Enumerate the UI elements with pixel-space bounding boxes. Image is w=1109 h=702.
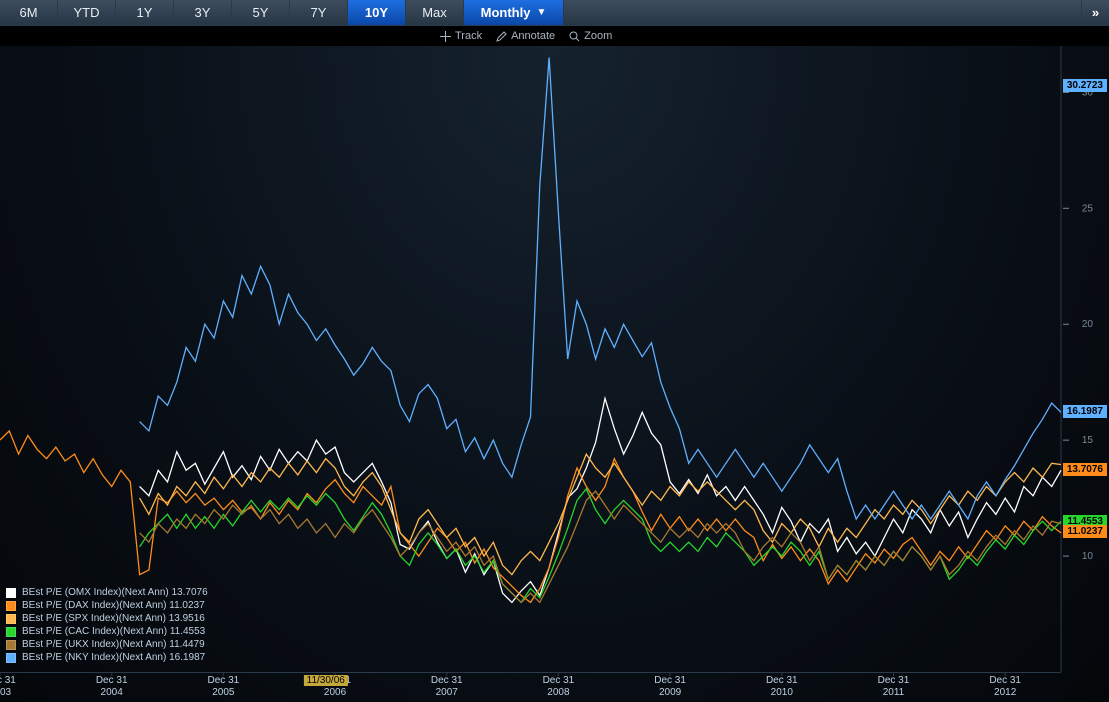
track-tool[interactable]: Track bbox=[440, 30, 482, 42]
range-7y[interactable]: 7Y bbox=[290, 0, 348, 25]
svg-text:25: 25 bbox=[1082, 203, 1094, 214]
legend-row-spx[interactable]: BEst P/E (SPX Index)(Next Ann) 13.9516 bbox=[6, 612, 208, 625]
annotate-tool[interactable]: Annotate bbox=[496, 30, 555, 42]
legend-label: BEst P/E (SPX Index)(Next Ann) 13.9516 bbox=[22, 612, 205, 625]
range-3y[interactable]: 3Y bbox=[174, 0, 232, 25]
legend-row-ukx[interactable]: BEst P/E (UKX Index)(Next Ann) 11.4479 bbox=[6, 638, 208, 651]
legend-row-cac[interactable]: BEst P/E (CAC Index)(Next Ann) 11.4553 bbox=[6, 625, 208, 638]
chart-area[interactable]: 1015202530 BEst P/E (OMX Index)(Next Ann… bbox=[0, 46, 1109, 702]
legend-row-omx[interactable]: BEst P/E (OMX Index)(Next Ann) 13.7076 bbox=[6, 586, 208, 599]
svg-text:10: 10 bbox=[1082, 551, 1094, 562]
legend-label: BEst P/E (DAX Index)(Next Ann) 11.0237 bbox=[22, 599, 205, 612]
legend-label: BEst P/E (NKY Index)(Next Ann) 16.1987 bbox=[22, 651, 205, 664]
legend-row-dax[interactable]: BEst P/E (DAX Index)(Next Ann) 11.0237 bbox=[6, 599, 208, 612]
range-5y[interactable]: 5Y bbox=[232, 0, 290, 25]
zoom-label: Zoom bbox=[584, 30, 612, 42]
legend-swatch bbox=[6, 588, 16, 598]
frequency-label: Monthly bbox=[481, 5, 531, 20]
x-axis-label: Dec 312009 bbox=[654, 675, 686, 699]
legend-swatch bbox=[6, 627, 16, 637]
series-dax bbox=[0, 431, 1061, 603]
track-label: Track bbox=[455, 30, 482, 42]
chevron-down-icon: ▼ bbox=[536, 7, 546, 18]
chart-tool-row: Track Annotate Zoom bbox=[440, 26, 612, 46]
series-omx bbox=[140, 398, 1061, 602]
pencil-icon bbox=[496, 31, 507, 42]
series-cac bbox=[140, 489, 1061, 603]
range-selector-bar: 6MYTD1Y3Y5Y7Y10YMax Monthly ▼ » bbox=[0, 0, 1109, 26]
value-tag: 11.0237 bbox=[1063, 525, 1107, 538]
value-tag: 16.1987 bbox=[1063, 405, 1107, 418]
legend-label: BEst P/E (CAC Index)(Next Ann) 11.4553 bbox=[22, 625, 205, 638]
range-1y[interactable]: 1Y bbox=[116, 0, 174, 25]
legend-swatch bbox=[6, 640, 16, 650]
range-ytd[interactable]: YTD bbox=[58, 0, 116, 25]
series-nky bbox=[140, 58, 1061, 519]
x-axis-label: Dec 312010 bbox=[766, 675, 798, 699]
crosshair-icon bbox=[440, 31, 451, 42]
x-axis-label: Dec 312008 bbox=[543, 675, 575, 699]
x-axis-highlight: 11/30/06 bbox=[304, 675, 348, 687]
annotate-label: Annotate bbox=[511, 30, 555, 42]
value-tag: 30.2723 bbox=[1063, 79, 1107, 92]
legend-swatch bbox=[6, 614, 16, 624]
range-10y[interactable]: 10Y bbox=[348, 0, 406, 25]
legend-swatch bbox=[6, 653, 16, 663]
expand-button[interactable]: » bbox=[1081, 0, 1109, 25]
x-axis: Dec 312003Dec 312004Dec 312005Dec 312006… bbox=[0, 672, 1061, 702]
legend-label: BEst P/E (UKX Index)(Next Ann) 11.4479 bbox=[22, 638, 205, 651]
legend-swatch bbox=[6, 601, 16, 611]
zoom-icon bbox=[569, 31, 580, 42]
zoom-tool[interactable]: Zoom bbox=[569, 30, 612, 42]
x-axis-label: Dec 312011 bbox=[878, 675, 910, 699]
legend: BEst P/E (OMX Index)(Next Ann) 13.7076BE… bbox=[6, 586, 208, 664]
x-axis-label: Dec 312007 bbox=[431, 675, 463, 699]
svg-text:15: 15 bbox=[1082, 435, 1094, 446]
range-max[interactable]: Max bbox=[406, 0, 464, 25]
svg-text:20: 20 bbox=[1082, 319, 1094, 330]
series-spx bbox=[140, 454, 1061, 574]
legend-label: BEst P/E (OMX Index)(Next Ann) 13.7076 bbox=[22, 586, 208, 599]
legend-row-nky[interactable]: BEst P/E (NKY Index)(Next Ann) 16.1987 bbox=[6, 651, 208, 664]
value-tag: 13.7076 bbox=[1063, 463, 1107, 476]
x-axis-label: Dec 312012 bbox=[989, 675, 1021, 699]
x-axis-label: Dec 312004 bbox=[96, 675, 128, 699]
range-6m[interactable]: 6M bbox=[0, 0, 58, 25]
frequency-selector[interactable]: Monthly ▼ bbox=[464, 0, 564, 25]
x-axis-label: Dec 312005 bbox=[208, 675, 240, 699]
x-axis-label: Dec 312003 bbox=[0, 675, 16, 699]
